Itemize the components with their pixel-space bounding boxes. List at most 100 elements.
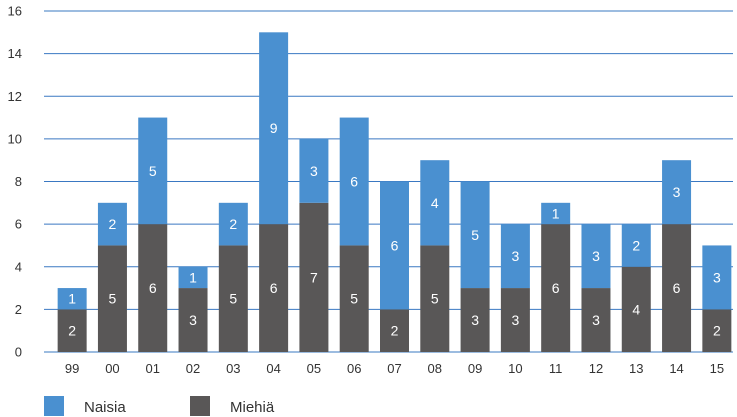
data-label: 3 <box>310 163 318 179</box>
data-label: 3 <box>673 184 681 200</box>
data-label: 3 <box>189 312 197 328</box>
y-tick-label: 14 <box>8 46 22 61</box>
data-label: 1 <box>189 269 197 285</box>
bar-naisia-04 <box>259 32 289 225</box>
data-label: 5 <box>149 163 157 179</box>
bar-naisia-02 <box>178 266 208 289</box>
data-label: 6 <box>350 174 358 190</box>
data-label: 3 <box>713 269 721 285</box>
y-tick-label: 6 <box>15 217 22 232</box>
y-tick-label: 16 <box>8 4 22 19</box>
x-tick-label: 14 <box>669 361 683 376</box>
data-label: 5 <box>471 227 479 243</box>
data-label: 2 <box>632 237 640 253</box>
y-tick-label: 0 <box>15 345 22 360</box>
x-tick-label: 13 <box>629 361 643 376</box>
bar-naisia-14 <box>662 160 692 225</box>
data-label: 5 <box>229 291 237 307</box>
data-label: 6 <box>391 237 399 253</box>
bar-miehia-01 <box>138 224 168 352</box>
legend-swatch-miehia <box>190 396 210 416</box>
bar-miehia-05 <box>299 202 329 352</box>
x-tick-label: 15 <box>710 361 724 376</box>
y-axis-ticks: 0 2 4 6 8 10 12 14 16 <box>8 4 22 360</box>
bar-miehia-14 <box>662 224 692 352</box>
bar-miehia-00 <box>97 245 127 352</box>
legend: Naisia Miehiä <box>44 396 275 416</box>
data-label: 3 <box>471 312 479 328</box>
x-tick-label: 99 <box>65 361 79 376</box>
bar-naisia-00 <box>97 202 127 246</box>
data-label: 6 <box>270 280 278 296</box>
bar-naisia-15 <box>702 245 732 310</box>
data-label: 2 <box>713 323 721 339</box>
bar-naisia-09 <box>460 181 490 289</box>
x-axis-ticks: 99 00 01 02 03 04 05 06 07 08 09 10 11 12 13 14 15 <box>65 361 724 376</box>
bar-naisia-12 <box>581 224 611 289</box>
bar-miehia-09 <box>460 288 490 352</box>
bar-miehia-06 <box>339 245 369 352</box>
x-tick-label: 06 <box>347 361 361 376</box>
data-label: 5 <box>109 291 117 307</box>
x-tick-label: 01 <box>146 361 160 376</box>
bar-naisia-03 <box>218 202 248 246</box>
bar-naisia-10 <box>500 224 530 289</box>
x-tick-label: 00 <box>105 361 119 376</box>
data-label: 1 <box>552 205 560 221</box>
legend-label-naisia: Naisia <box>84 399 126 416</box>
data-label: 9 <box>270 120 278 136</box>
x-tick-label: 09 <box>468 361 482 376</box>
bar-miehia-04 <box>259 224 289 352</box>
data-label: 5 <box>431 291 439 307</box>
legend-label-miehia: Miehiä <box>230 399 275 416</box>
y-tick-label: 2 <box>15 302 22 317</box>
x-tick-label: 12 <box>589 361 603 376</box>
data-label: 3 <box>592 312 600 328</box>
y-tick-label: 4 <box>15 259 22 274</box>
data-label: 7 <box>310 269 318 285</box>
data-label: 6 <box>552 280 560 296</box>
bar-naisia-11 <box>541 202 571 225</box>
data-label: 6 <box>149 280 157 296</box>
x-tick-label: 04 <box>266 361 280 376</box>
x-tick-label: 11 <box>549 361 563 376</box>
bar-miehia-12 <box>581 288 611 352</box>
bar-naisia-06 <box>339 117 369 246</box>
data-label: 3 <box>511 248 519 264</box>
x-tick-label: 08 <box>428 361 442 376</box>
x-tick-label: 07 <box>387 361 401 376</box>
bar-miehia-07 <box>380 309 409 352</box>
data-label: 6 <box>673 280 681 296</box>
bar-miehia-10 <box>500 288 530 352</box>
bar-naisia-13 <box>621 224 651 267</box>
data-label: 2 <box>68 323 76 339</box>
data-label: 4 <box>431 195 439 211</box>
bars: 2 1 5 2 6 5 3 1 5 2 6 9 7 3 5 6 2 6 5 4 3 5 3 3 6 1 3 3 4 2 6 3 2 3 <box>57 32 732 352</box>
bar-miehia-03 <box>218 245 248 352</box>
bar-miehia-02 <box>178 288 208 352</box>
bar-miehia-08 <box>420 245 450 352</box>
bar-miehia-99 <box>57 309 87 352</box>
data-label: 5 <box>350 291 358 307</box>
bar-naisia-07 <box>380 181 409 310</box>
data-label: 2 <box>109 216 117 232</box>
data-label: 2 <box>391 323 399 339</box>
data-label: 3 <box>511 312 519 328</box>
bar-naisia-08 <box>420 160 450 246</box>
bar-miehia-11 <box>541 224 571 352</box>
x-tick-label: 05 <box>307 361 321 376</box>
data-label: 2 <box>229 216 237 232</box>
data-label: 1 <box>68 291 76 307</box>
data-label: 4 <box>632 301 640 317</box>
bar-miehia-13 <box>621 266 651 352</box>
x-tick-label: 10 <box>508 361 522 376</box>
y-tick-label: 12 <box>8 89 22 104</box>
legend-swatch-naisia <box>44 396 64 416</box>
bar-naisia-01 <box>138 117 168 225</box>
y-tick-label: 8 <box>15 174 22 189</box>
x-tick-label: 02 <box>186 361 200 376</box>
data-label: 3 <box>592 248 600 264</box>
y-tick-label: 10 <box>8 131 22 146</box>
bar-naisia-99 <box>57 288 87 310</box>
